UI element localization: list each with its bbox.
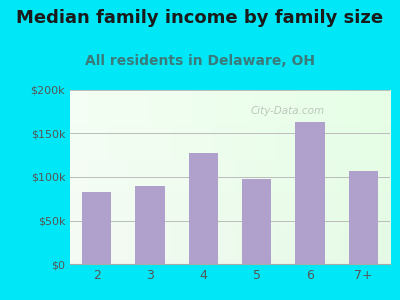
Text: Median family income by family size: Median family income by family size bbox=[16, 9, 384, 27]
Bar bbox=[82, 192, 111, 264]
Bar bbox=[349, 171, 378, 264]
Bar bbox=[189, 153, 218, 264]
Bar bbox=[135, 186, 165, 264]
Text: All residents in Delaware, OH: All residents in Delaware, OH bbox=[85, 54, 315, 68]
Bar bbox=[295, 122, 325, 264]
Text: City-Data.com: City-Data.com bbox=[250, 106, 325, 116]
Bar bbox=[242, 179, 271, 264]
